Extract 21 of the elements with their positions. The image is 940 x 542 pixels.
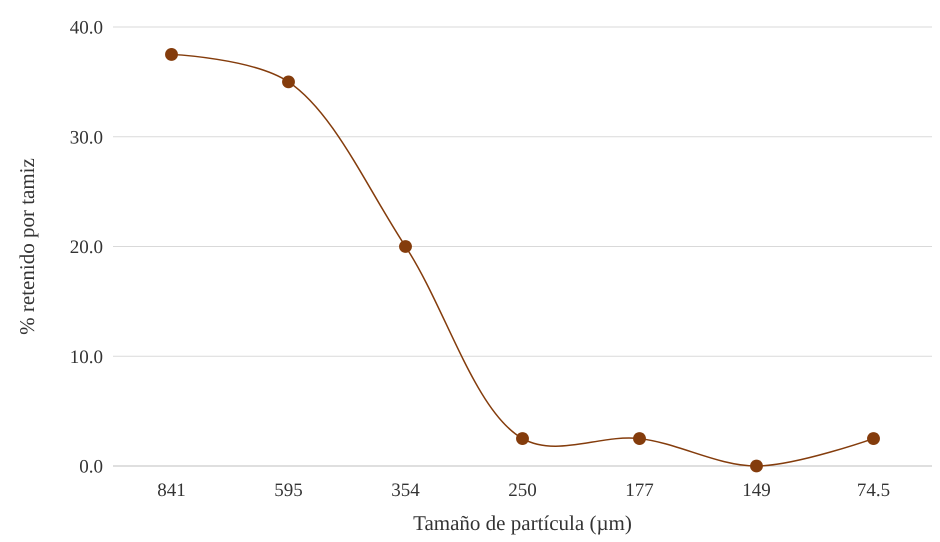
point <box>399 240 412 253</box>
point <box>867 432 880 445</box>
x-tick-label: 177 <box>625 480 654 501</box>
x-tick-label: 250 <box>508 480 537 501</box>
y-tick-label: 20.0 <box>70 237 103 258</box>
x-axis-title: Tamaño de partícula (µm) <box>413 511 632 535</box>
x-tick-label: 354 <box>391 480 420 501</box>
point <box>282 75 295 88</box>
x-tick-label: 841 <box>157 480 186 501</box>
point <box>633 432 646 445</box>
x-tick-label: 149 <box>742 480 771 501</box>
x-tick-label: 74.5 <box>856 480 890 501</box>
point <box>750 460 763 472</box>
y-tick-label: 40.0 <box>70 18 103 39</box>
y-tick-label: 10.0 <box>70 346 103 368</box>
point <box>516 432 529 445</box>
y-tick-label: 0.0 <box>79 456 103 478</box>
y-tick-label: 30.0 <box>70 127 103 148</box>
x-tick-label: 595 <box>274 480 303 501</box>
point <box>165 48 178 61</box>
y-axis-title: % retenido por tamiz <box>15 158 39 335</box>
